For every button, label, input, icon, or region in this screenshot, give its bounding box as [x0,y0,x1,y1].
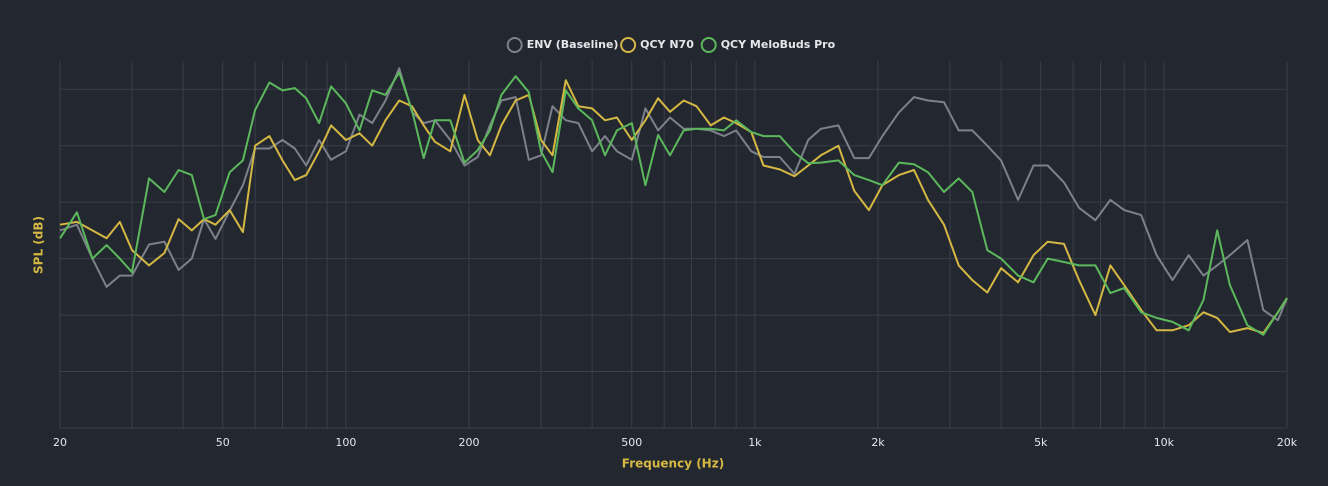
legend-label: QCY N70 [640,38,694,51]
x-tick-label: 1k [748,436,762,449]
x-tick-label: 500 [621,436,642,449]
legend-marker [620,37,637,53]
series-line [59,79,1288,335]
legend-label: QCY MeloBuds Pro [721,38,836,51]
x-tick-label: 20k [1277,436,1298,449]
legend: ENV (Baseline) QCY N70 QCY MeloBuds Pro [506,37,836,53]
x-axis-title: Frequency (Hz) [622,457,724,471]
x-tick-label: 10k [1154,436,1175,449]
series-line [59,67,1288,322]
series-line [59,71,1288,336]
legend-marker [700,37,717,53]
x-tick-label: 50 [216,436,230,449]
legend-marker [506,37,523,53]
y-axis-title: SPL (dB) [32,216,46,274]
x-tick-label: 5k [1034,436,1048,449]
x-tick-label: 200 [459,436,480,449]
legend-label: ENV (Baseline) [527,38,619,51]
x-tick-label: 20 [53,436,67,449]
x-tick-label: 100 [335,436,356,449]
x-tick-label: 2k [871,436,885,449]
